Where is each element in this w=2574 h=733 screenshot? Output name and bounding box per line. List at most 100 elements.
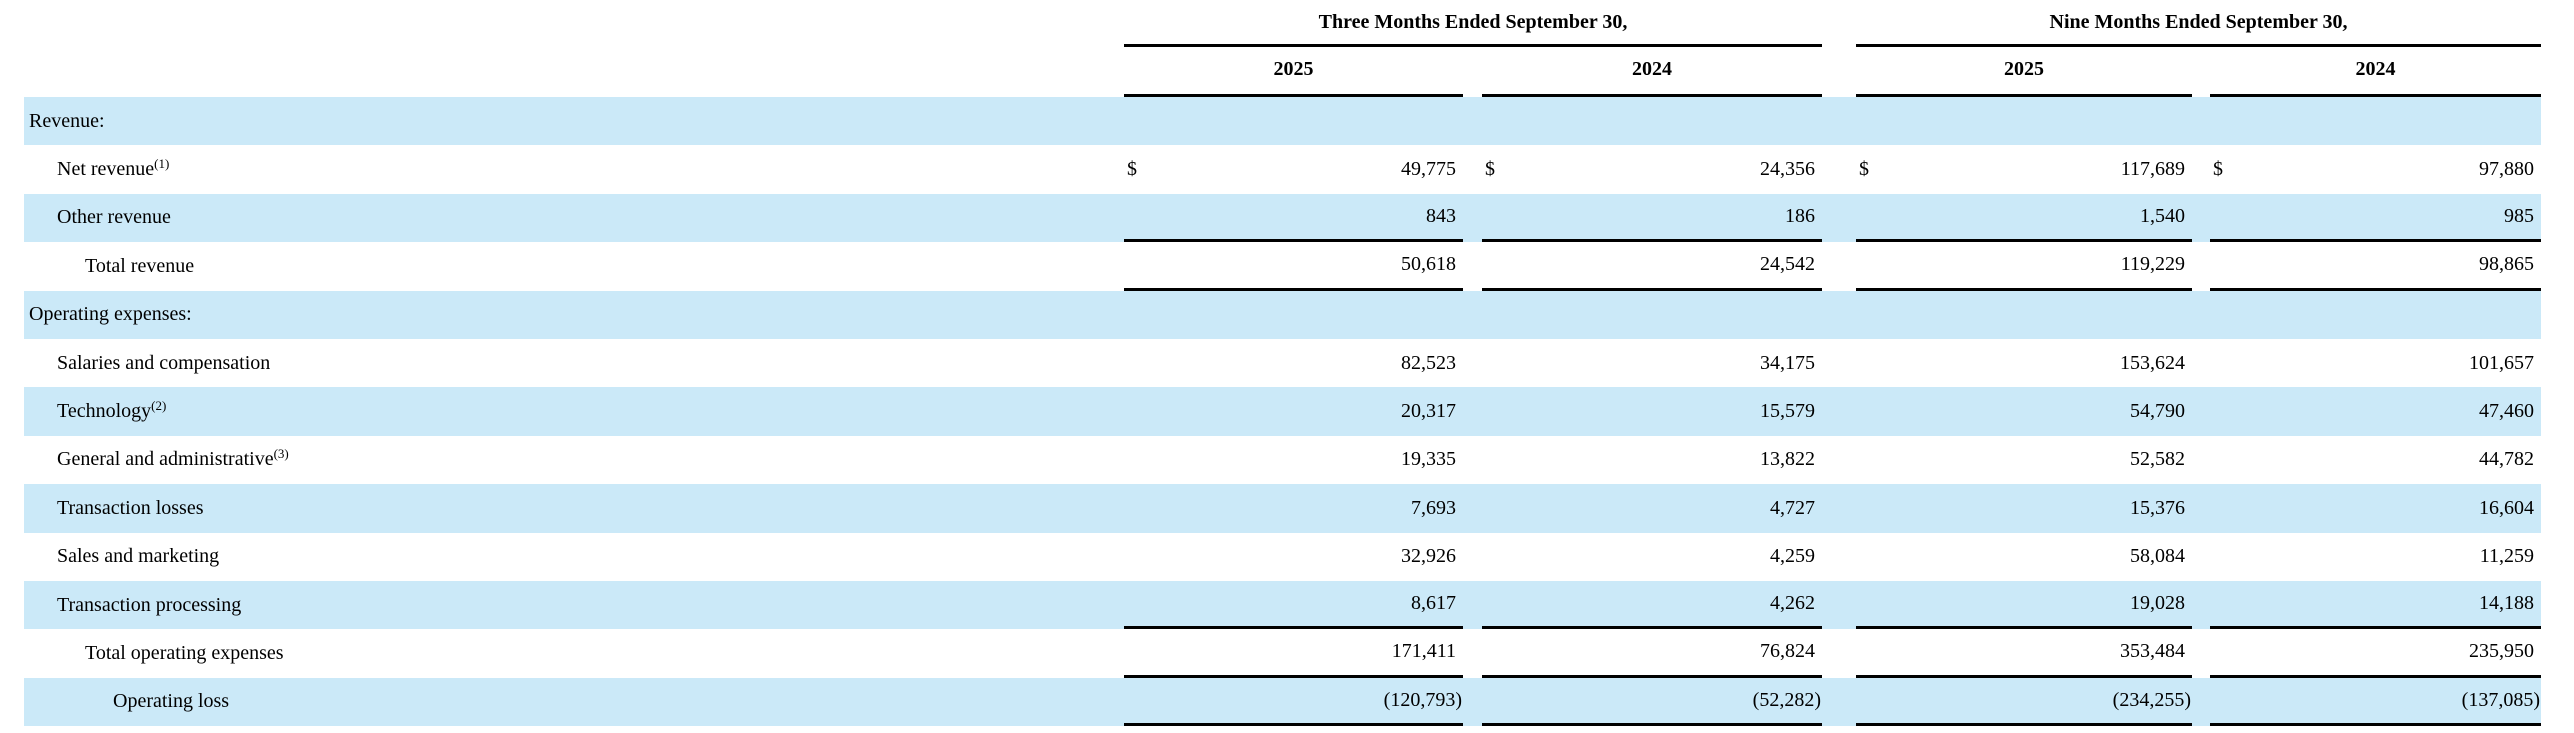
table-row: Total revenue 50,618 24,542 119,229 98,8… [24, 242, 2541, 291]
column-gap [2192, 387, 2210, 435]
cell-3m-2024: 4,262 [1482, 581, 1822, 630]
row-label: Transaction processing [57, 593, 242, 616]
row-label: Net revenue [57, 158, 155, 181]
column-gap [2192, 533, 2210, 581]
column-gap [2192, 339, 2210, 387]
cell-value: 117,689 [2120, 158, 2185, 181]
table-row: Other revenue 843 186 1,540 985 [24, 193, 2541, 243]
cell-9m-2025: 353,484 [1856, 629, 2192, 678]
cell-value: 7,693 [1411, 496, 1456, 519]
cell-value: 54,790 [2130, 400, 2185, 423]
cell-value: 16,604 [2479, 496, 2534, 519]
cell-value: 76,824 [1760, 640, 1815, 663]
column-gap [2192, 484, 2210, 532]
row-label-cell: Other revenue [24, 194, 1124, 242]
column-gap [2192, 436, 2210, 484]
column-gap [1822, 436, 1856, 484]
row-label-cell: Transaction losses [24, 484, 1124, 532]
cell-9m-2025: 153,624 [1856, 339, 2192, 387]
column-gap [1463, 387, 1482, 435]
row-label-cell: General and administrative (3) [57, 445, 289, 471]
cell-3m-2025: 843 [1124, 194, 1463, 243]
row-label-cell: Net revenue (1) [57, 155, 170, 181]
cell-value: 52,582 [2130, 448, 2185, 471]
cell-9m-2024: $ 97,880 [2210, 145, 2541, 193]
table-row: Operating loss (120,793) (52,282) (234,2… [24, 677, 2541, 727]
cell-3m-2025: 82,523 [1124, 339, 1463, 387]
cell-value: 50,618 [1401, 253, 1456, 276]
cell-value: (234,255) [2112, 688, 2191, 711]
table-row: Transaction losses 7,693 4,727 15,376 16… [24, 484, 2541, 533]
cell-3m-2024 [1482, 291, 1822, 339]
cell-3m-2024: 15,579 [1482, 387, 1822, 435]
cell-3m-2024 [1482, 97, 1822, 145]
column-gap [1463, 242, 1482, 290]
cell-9m-2025: $ 117,689 [1856, 145, 2192, 193]
row-label: Revenue: [29, 109, 105, 132]
column-gap [2192, 291, 2210, 339]
cell-9m-2025: 1,540 [1856, 194, 2192, 243]
row-label: Total operating expenses [85, 641, 284, 664]
column-gap [1463, 436, 1482, 484]
cell-value: 235,950 [2469, 640, 2534, 663]
row-label: General and administrative [57, 448, 274, 471]
cell-value: (137,085) [2461, 688, 2540, 711]
column-gap [2192, 97, 2210, 145]
cell-value: 19,028 [2130, 592, 2185, 615]
cell-9m-2024: 235,950 [2210, 629, 2541, 678]
cell-3m-2024: 34,175 [1482, 339, 1822, 387]
column-gap [2192, 194, 2210, 242]
cell-9m-2024: (137,085) [2210, 678, 2541, 727]
cell-value: 843 [1426, 204, 1456, 227]
cell-3m-2024: 76,824 [1482, 629, 1822, 678]
cell-value: 186 [1785, 204, 1815, 227]
period-group-three-months: Three Months Ended September 30, [1124, 2, 1822, 47]
column-gap [2192, 678, 2210, 726]
column-gap [1822, 194, 1856, 242]
cell-value: 47,460 [2479, 400, 2534, 423]
row-label-cell: Operating expenses: [24, 291, 1124, 339]
cell-value: 15,376 [2130, 496, 2185, 519]
table-row: Net revenue (1) $ 49,775 $ 24,356 $ 117,6… [24, 145, 2541, 194]
cell-9m-2025: 58,084 [1856, 533, 2192, 581]
cell-value: 58,084 [2130, 545, 2185, 568]
cell-9m-2024: 16,604 [2210, 484, 2541, 532]
cell-3m-2025: $ 49,775 [1124, 145, 1463, 193]
cell-value: (52,282) [1752, 688, 1821, 711]
cell-3m-2024: 4,727 [1482, 484, 1822, 532]
column-gap [1463, 339, 1482, 387]
column-gap [1822, 387, 1856, 435]
cell-value: 4,262 [1770, 592, 1815, 615]
table-row: Revenue: [24, 97, 2541, 146]
cell-3m-2025: 7,693 [1124, 484, 1463, 532]
cell-3m-2024: 4,259 [1482, 533, 1822, 581]
table-row: General and administrative (3) 19,335 13,… [24, 435, 2541, 485]
dollar-sign: $ [1859, 158, 1869, 181]
row-label-cell: Total operating expenses [24, 629, 1124, 677]
column-gap [1822, 97, 1856, 145]
cell-value: 153,624 [2120, 351, 2185, 374]
cell-9m-2025: 119,229 [1856, 242, 2192, 291]
row-label-cell: Sales and marketing [24, 533, 1124, 581]
cell-3m-2025: 32,926 [1124, 533, 1463, 581]
row-label: Transaction losses [57, 496, 204, 519]
column-gap [1463, 484, 1482, 532]
cell-9m-2024: 985 [2210, 194, 2541, 243]
cell-9m-2024: 47,460 [2210, 387, 2541, 435]
cell-value: 82,523 [1401, 351, 1456, 374]
header-spacer [24, 47, 1124, 97]
column-gap [1822, 484, 1856, 532]
column-gap [2192, 47, 2210, 97]
column-gap [2192, 242, 2210, 290]
cell-value: 4,727 [1770, 496, 1815, 519]
cell-value: 1,540 [2140, 204, 2185, 227]
cell-3m-2025 [1124, 291, 1463, 339]
cell-3m-2025: (120,793) [1124, 678, 1463, 727]
column-gap [1822, 145, 1856, 193]
cell-value: 13,822 [1760, 448, 1815, 471]
column-gap [1822, 242, 1856, 290]
cell-value: 34,175 [1760, 351, 1815, 374]
cell-value: 4,259 [1770, 545, 1815, 568]
column-gap [1463, 145, 1482, 193]
table-row: Transaction processing 8,617 4,262 19,02… [24, 580, 2541, 630]
